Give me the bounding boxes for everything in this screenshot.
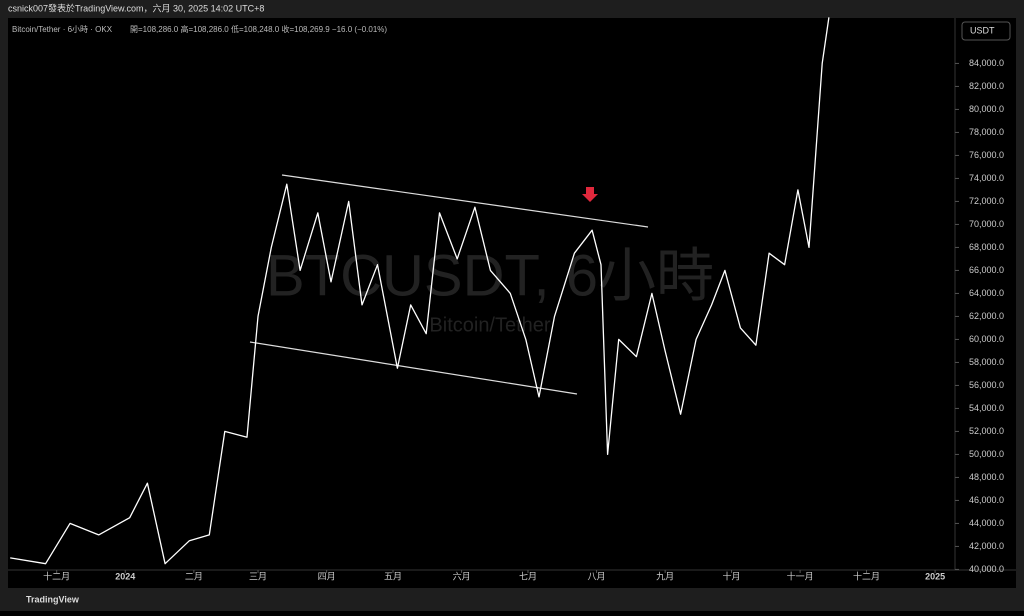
x-tick-label: 十二月: [853, 570, 880, 581]
y-tick-label: 78,000.0: [969, 127, 1004, 137]
chart-subtitle: 開=108,286.0 高=108,286.0 低=108,248.0 收=10…: [130, 24, 387, 34]
x-tick-label: 七月: [519, 571, 537, 581]
header: csnick007發表於TradingView.com，六月 30, 2025 …: [8, 2, 264, 13]
y-tick-label: 40,000.0: [969, 564, 1004, 574]
currency-box[interactable]: [961, 21, 1011, 41]
x-tick-label: 三月: [249, 571, 267, 581]
y-tick-label: 72,000.0: [969, 196, 1004, 206]
y-tick-label: 66,000.0: [969, 265, 1004, 275]
y-tick-label: 76,000.0: [969, 150, 1004, 160]
channel-line: [249, 341, 578, 395]
x-tick-label: 2024: [115, 571, 135, 581]
x-tick-label: 九月: [656, 571, 674, 581]
y-tick-label: 80,000.0: [969, 104, 1004, 114]
y-tick-label: 48,000.0: [969, 472, 1004, 482]
x-tick-label: 二月: [185, 571, 203, 581]
arrow: [582, 187, 598, 202]
x-tick-label: 十一月: [787, 570, 814, 581]
y-tick-label: 84,000.0: [969, 58, 1004, 68]
y-tick-label: 52,000.0: [969, 426, 1004, 436]
y-tick-label: 50,000.0: [969, 449, 1004, 459]
currency: USDT: [970, 25, 995, 35]
chart-title: Bitcoin/Tether · 6小時 · OKX: [12, 25, 113, 34]
x-tick-label: 十月: [723, 570, 741, 581]
y-tick-label: 56,000.0: [969, 380, 1004, 390]
y-tick-label: 70,000.0: [969, 219, 1004, 229]
y-tick-label: 44,000.0: [969, 518, 1004, 528]
y-tick-label: 60,000.0: [969, 334, 1004, 344]
x-tick-label: 五月: [384, 571, 402, 581]
x-tick-label: 四月: [318, 571, 336, 581]
y-tick-label: 62,000.0: [969, 311, 1004, 321]
channel-line: [281, 174, 649, 228]
y-tick-label: 74,000.0: [969, 173, 1004, 183]
y-tick-label: 42,000.0: [969, 541, 1004, 551]
y-tick-label: 54,000.0: [969, 403, 1004, 413]
chart-panel: [8, 18, 1016, 588]
footer-logo: TradingView: [26, 594, 80, 604]
y-tick-label: 64,000.0: [969, 288, 1004, 298]
x-tick-label: 八月: [588, 571, 606, 581]
x-tick-label: 六月: [453, 570, 471, 581]
x-tick-label: 十二月: [43, 570, 70, 581]
y-tick-label: 68,000.0: [969, 242, 1004, 252]
watermark-sub: Bitcoin/Tether: [429, 314, 551, 336]
y-tick-label: 82,000.0: [969, 81, 1004, 91]
price-line: [10, 17, 830, 565]
y-tick-label: 46,000.0: [969, 495, 1004, 505]
x-tick-label: 2025: [925, 571, 945, 581]
y-tick-label: 58,000.0: [969, 357, 1004, 367]
watermark: BTCUSDT, 6小時: [266, 243, 714, 308]
